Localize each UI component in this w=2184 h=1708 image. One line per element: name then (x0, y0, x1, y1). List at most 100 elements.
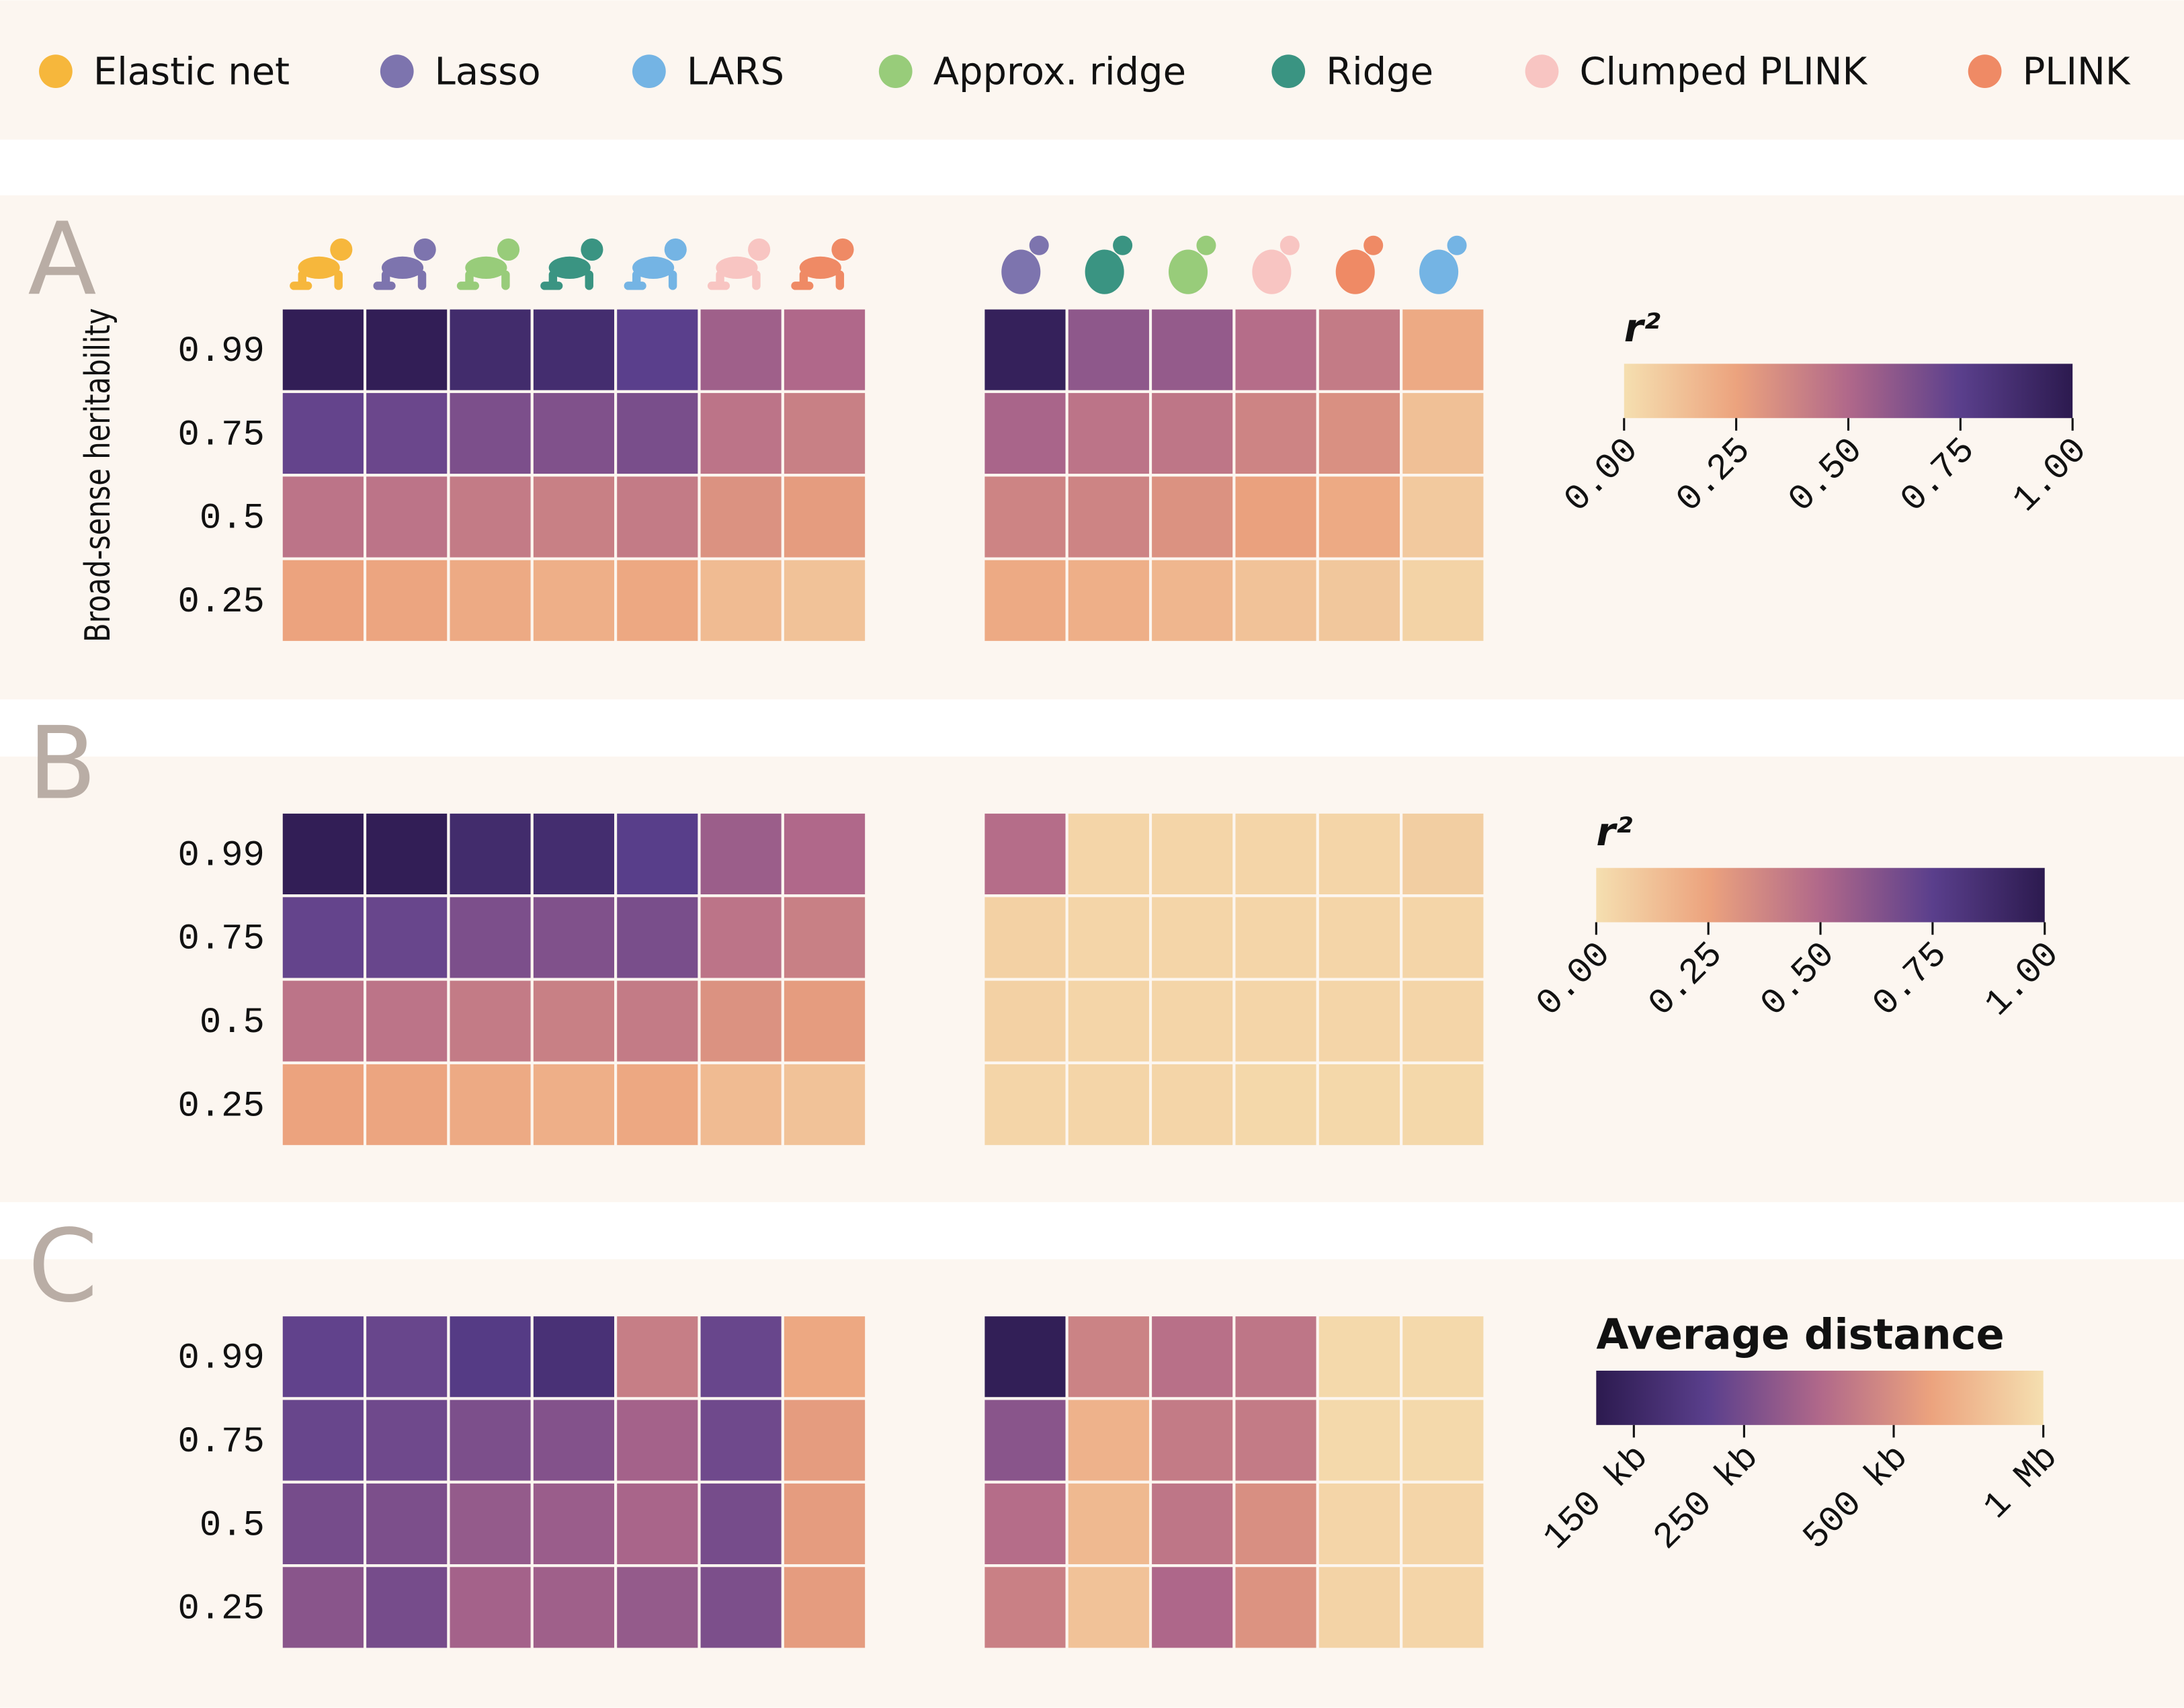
heatmap-cell (1232, 1480, 1319, 1568)
heatmap-cell (1232, 1564, 1319, 1651)
heatmap-cell (447, 557, 534, 644)
panel-letter: A (28, 201, 96, 318)
heatmap-cell (781, 810, 868, 898)
icon-bud (1029, 235, 1049, 255)
heatmap-cell (530, 306, 618, 393)
heatmap-cell (1065, 557, 1152, 644)
yeast-icon (1085, 235, 1133, 294)
heatmap-cell (614, 1564, 701, 1651)
icon-cell (1001, 249, 1041, 294)
legend-marker (1968, 54, 2002, 89)
heatmap-cell (1148, 1480, 1236, 1568)
legend-label: PLINK (2023, 50, 2131, 93)
icon-limb (540, 282, 563, 290)
heatmap-cell (982, 474, 1068, 560)
heatmap-cell (1065, 1061, 1152, 1148)
icon-limb (585, 270, 593, 290)
heatmap-cell (781, 474, 868, 560)
icon-body (381, 256, 424, 279)
legend-label: Clumped PLINK (1579, 50, 1867, 93)
heatmap-cell (363, 810, 450, 898)
heatmap-cell (1400, 390, 1486, 477)
heatmap-cell (698, 1397, 784, 1484)
icon-limb (791, 282, 814, 290)
heatmap-cell (1316, 1480, 1403, 1568)
y-tick-label: 0.25 (177, 1589, 264, 1630)
icon-limb (752, 270, 761, 290)
heatmap-cell (614, 978, 701, 1064)
heatmap-cell (698, 1313, 784, 1400)
icon-bud (1113, 235, 1133, 255)
icon-bud (1279, 235, 1300, 255)
icon-limb (835, 270, 845, 290)
human-icon (707, 238, 771, 290)
icon-body (632, 256, 675, 279)
colorbar-title: Average distance (1596, 1310, 2004, 1359)
y-tick-label: 0.75 (177, 1422, 264, 1463)
icon-body (799, 256, 841, 279)
y-tick-label: 0.99 (177, 331, 264, 372)
heatmap-cell (1316, 1397, 1403, 1484)
heatmap-cell (1400, 1313, 1486, 1400)
icon-cell (1335, 249, 1375, 294)
heatmap-cell (530, 1480, 618, 1568)
heatmap-cell (1316, 810, 1403, 898)
heatmap-cell (1148, 390, 1236, 477)
yeast-icon (1252, 235, 1300, 294)
heatmap-cell (530, 1313, 618, 1400)
heatmap-cell (781, 1061, 868, 1148)
heatmap-cell (781, 557, 868, 644)
heatmap-cell (363, 894, 450, 981)
icon-limb (373, 282, 396, 290)
heatmap-cell (1148, 306, 1236, 393)
heatmap-cell (280, 557, 367, 644)
heatmap-cell (1148, 810, 1236, 898)
legend-band (0, 0, 2184, 140)
legend-label: Approx. ridge (933, 50, 1186, 93)
icon-head (664, 238, 687, 261)
icon-cell (1419, 249, 1459, 294)
icon-head (413, 238, 436, 261)
yeast-icon (1419, 235, 1467, 294)
heatmap-cell (447, 306, 534, 393)
heatmap-cell (1400, 810, 1486, 898)
heatmap-cell (363, 1313, 450, 1400)
heatmap-cell (363, 1061, 450, 1148)
heatmap-cell (1316, 474, 1403, 560)
heatmap-cell (363, 1480, 450, 1568)
heatmap-cell (698, 557, 784, 644)
y-tick-label: 0.25 (177, 1086, 264, 1127)
icon-bud (1196, 235, 1216, 255)
heatmap-cell (781, 1564, 868, 1651)
heatmap-cell (1400, 978, 1486, 1064)
heatmap-cell (614, 557, 701, 644)
icon-head (330, 238, 353, 261)
heatmap-cell (363, 978, 450, 1064)
colorbar (1596, 1370, 2044, 1425)
heatmap-cell (280, 1397, 367, 1484)
legend-marker (632, 54, 666, 89)
heatmap-cell (280, 390, 367, 477)
heatmap-cell (447, 390, 534, 477)
heatmap-cell (698, 1061, 784, 1148)
heatmap-cell (1065, 810, 1152, 898)
heatmap-cell (781, 1397, 868, 1484)
heatmap-cell (530, 1061, 618, 1148)
heatmap-cell (1148, 1061, 1236, 1148)
heatmap-cell (530, 557, 618, 644)
heatmap-cell (280, 1313, 367, 1400)
y-tick-label: 0.5 (200, 499, 265, 540)
heatmap-cell (1065, 1313, 1152, 1400)
yeast-icon (1335, 235, 1384, 294)
heatmap-cell (1232, 306, 1319, 393)
icon-head (581, 238, 603, 261)
heatmap-cell (982, 894, 1068, 981)
heatmap-cell (1065, 1397, 1152, 1484)
heatmap-cell (982, 306, 1068, 393)
heatmap-cell (1148, 1313, 1236, 1400)
heatmap-cell (363, 1564, 450, 1651)
icon-head (497, 238, 520, 261)
heatmap-cell (1316, 557, 1403, 644)
heatmap-cell (614, 474, 701, 560)
